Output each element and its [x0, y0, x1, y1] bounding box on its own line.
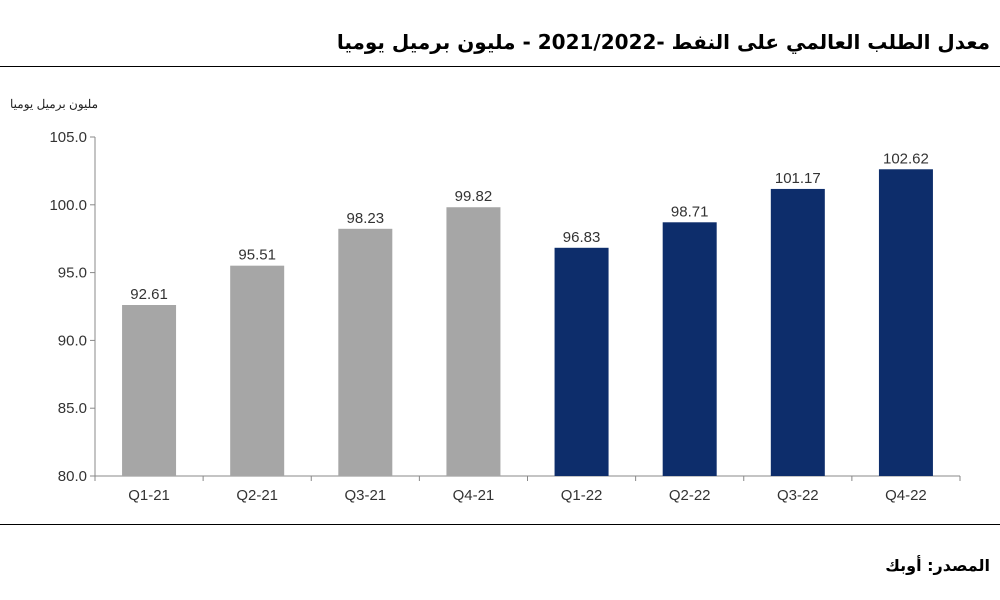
y-tick-label: 80.0 — [58, 468, 87, 485]
data-label: 101.17 — [775, 170, 821, 187]
chart-title: معدل الطلب العالمي على النفط -2021/2022 … — [336, 30, 990, 54]
x-tick-label: Q3-21 — [344, 487, 386, 504]
source-note: المصدر: أوبك — [885, 556, 990, 575]
data-label: 98.23 — [347, 210, 385, 227]
bar-q1-22 — [554, 247, 609, 476]
bar-q3-22 — [770, 188, 825, 476]
data-label: 92.61 — [130, 286, 168, 303]
bar-q2-22 — [662, 222, 717, 476]
y-tick-label: 105.0 — [49, 129, 87, 146]
data-label: 95.51 — [238, 247, 276, 264]
y-axis-unit-label: مليون برميل يوميا — [10, 97, 98, 111]
x-tick-label: Q2-21 — [236, 487, 278, 504]
bar-chart: مليون برميل يوميا 80.0 85.0 90.0 95.0 100.0 1… — [10, 97, 961, 504]
bar-q3-21 — [338, 228, 393, 476]
data-label: 98.71 — [671, 203, 709, 220]
y-tick-label: 95.0 — [58, 265, 87, 282]
bottom-divider — [0, 524, 1000, 525]
data-label: 96.83 — [563, 229, 601, 246]
x-tick-label: Q2-22 — [669, 487, 711, 504]
x-tick-label: Q1-21 — [128, 487, 170, 504]
data-label: 102.62 — [883, 150, 929, 167]
bar-q4-21 — [446, 207, 501, 477]
x-tick-label: Q4-21 — [453, 487, 495, 504]
bar-q4-22 — [878, 169, 933, 476]
x-tick-label: Q1-22 — [561, 487, 603, 504]
bar-q1-21 — [122, 305, 177, 476]
plot-area: 80.0 85.0 90.0 95.0 100.0 105.0 92.61 Q1-21 95.5… — [49, 129, 961, 504]
y-tick-label: 90.0 — [58, 332, 87, 349]
y-tick-label: 85.0 — [58, 400, 87, 417]
x-tick-label: Q4-22 — [885, 487, 927, 504]
y-tick-label: 100.0 — [49, 197, 87, 214]
data-label: 99.82 — [455, 188, 493, 205]
bar-q2-21 — [230, 265, 285, 476]
x-tick-label: Q3-22 — [777, 487, 819, 504]
top-divider — [0, 66, 1000, 67]
